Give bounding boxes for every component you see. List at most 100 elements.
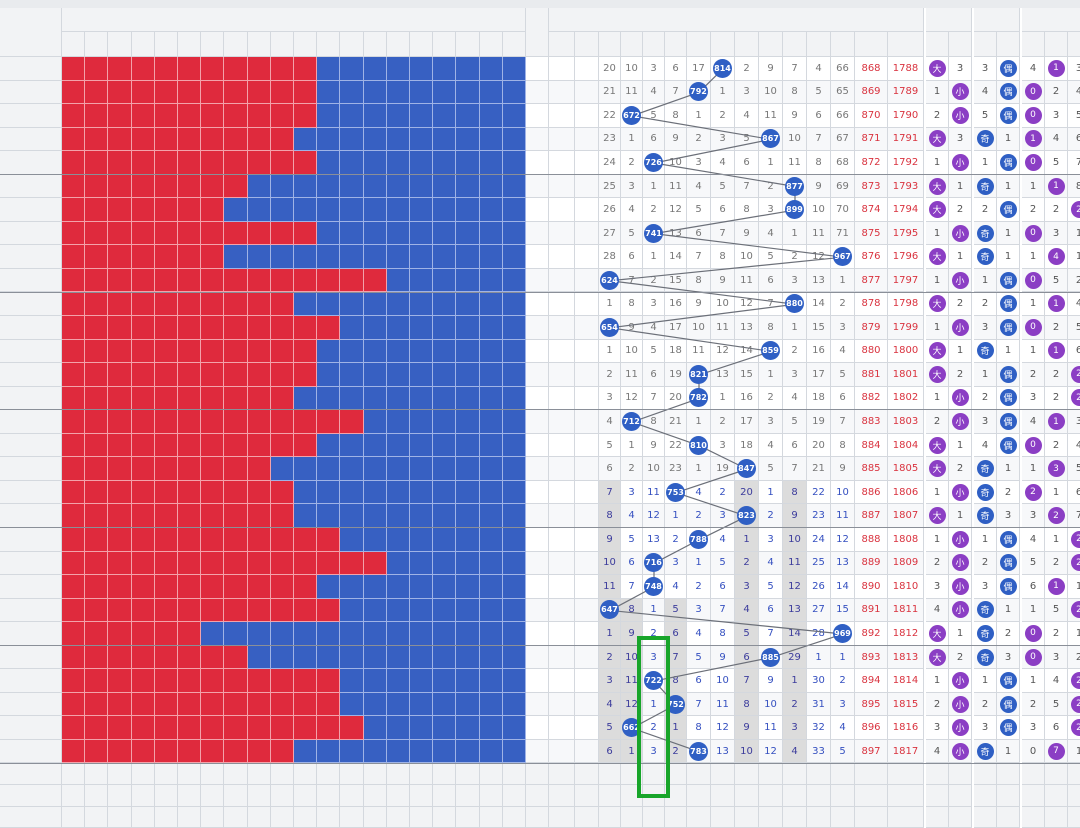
number-cell [340, 174, 364, 199]
mod3-ball-cell: 1 [1045, 575, 1068, 599]
number-cell [317, 528, 341, 552]
sum-ball: 712 [622, 412, 641, 432]
count-cell [575, 504, 599, 528]
header-m3-col [1045, 32, 1068, 57]
number-cell [363, 127, 387, 152]
number-cell [386, 151, 410, 175]
dist-cell: 2 [783, 692, 807, 717]
number-cell [317, 127, 341, 152]
mod3-ball-cell: 1 [1045, 292, 1068, 317]
number-cell [85, 174, 109, 199]
number-cell [201, 622, 225, 646]
number-cell [201, 104, 225, 128]
number-cell [270, 268, 294, 293]
mod3-ball: 2 [1070, 719, 1080, 737]
number-cell [410, 692, 434, 717]
bigsmall-cell: 1 [949, 622, 972, 646]
footer-number-col [247, 763, 271, 785]
number-cell [317, 316, 341, 340]
number-cell [433, 363, 457, 387]
number-cell [456, 339, 480, 364]
oddeven-ball: 偶 [999, 577, 1017, 595]
footer-number-col [433, 785, 457, 807]
mod3-ball: 2 [1070, 601, 1080, 619]
dist-cell: 4 [759, 433, 783, 458]
number-cell [201, 457, 225, 481]
header-sum [526, 8, 549, 57]
number-cell [433, 151, 457, 175]
count-cell [575, 245, 599, 269]
footer-dist-col [599, 785, 621, 807]
dist-cell: 8 [665, 104, 687, 128]
mod3-cell: 3 [1045, 104, 1068, 128]
number-cell [224, 598, 248, 623]
mod3-cell: 1 [1022, 339, 1045, 364]
mod3-ball-cell: 1 [1045, 410, 1068, 434]
number-cell [62, 174, 86, 199]
footer-dist-col [621, 806, 643, 828]
oddeven-ball-cell: 偶 [997, 692, 1020, 717]
number-cell [502, 316, 526, 340]
oddeven-ball-cell: 偶 [997, 410, 1020, 434]
dist-cell: 11 [687, 339, 711, 364]
sum-value [526, 104, 549, 128]
oddeven-cell: 5 [974, 104, 997, 128]
mod3-cell: 3 [1022, 504, 1045, 528]
sum-ball: 741 [644, 223, 663, 243]
number-cell [386, 622, 410, 646]
number-cell [456, 410, 480, 434]
group-separator [0, 291, 1080, 293]
number-cell [317, 80, 341, 105]
dist-cell: 13 [783, 598, 807, 623]
sum-ball: 783 [689, 741, 708, 761]
dist-cell: 10 [783, 528, 807, 552]
mod3-cell: 1 [1022, 457, 1045, 481]
number-cell [85, 739, 109, 764]
number-cell [270, 386, 294, 411]
number-cell [154, 245, 178, 269]
dist-cell: 2 [711, 104, 735, 128]
number-cell [294, 669, 318, 693]
sum-ball-cell: 867 [759, 127, 783, 152]
header-numbers [62, 8, 526, 32]
mod3-ball: 1 [1047, 59, 1065, 77]
number-cell [247, 363, 271, 387]
number-cell [131, 575, 155, 599]
dist-cell: 6 [643, 363, 665, 387]
footer-oe-col [997, 785, 1020, 807]
dist-cell: 5 [831, 363, 855, 387]
dist-cell: 4 [643, 316, 665, 340]
dist-cell: 883 [855, 410, 888, 434]
number-cell [433, 739, 457, 764]
dist-cell: 1815 [888, 692, 924, 717]
number-cell [502, 716, 526, 740]
sum-ball: 814 [713, 58, 732, 78]
footer-number-col [154, 785, 178, 807]
sum-value [526, 575, 549, 599]
sum-ball: 624 [600, 270, 619, 290]
mod3-ball: 2 [1070, 554, 1080, 572]
number-cell [62, 268, 86, 293]
number-cell [62, 151, 86, 175]
number-cell [247, 410, 271, 434]
dist-cell: 16 [735, 386, 759, 411]
number-cell [270, 245, 294, 269]
number-cell [108, 410, 132, 434]
sum-ball-cell: 712 [621, 410, 643, 434]
number-cell [178, 127, 202, 152]
dist-cell: 20 [665, 386, 687, 411]
number-cell [386, 669, 410, 693]
number-cell [154, 104, 178, 128]
header-dist-col [783, 32, 807, 57]
number-cell [85, 528, 109, 552]
mod3-cell: 1 [1022, 245, 1045, 269]
number-cell [386, 598, 410, 623]
dist-cell: 8 [807, 151, 831, 175]
dist-cell: 11 [831, 504, 855, 528]
number-cell [386, 198, 410, 222]
footer-count-col [549, 763, 575, 785]
number-cell [201, 268, 225, 293]
number-cell [224, 386, 248, 411]
bigsmall-ball: 大 [928, 648, 946, 666]
bigsmall-ball: 小 [951, 742, 969, 760]
